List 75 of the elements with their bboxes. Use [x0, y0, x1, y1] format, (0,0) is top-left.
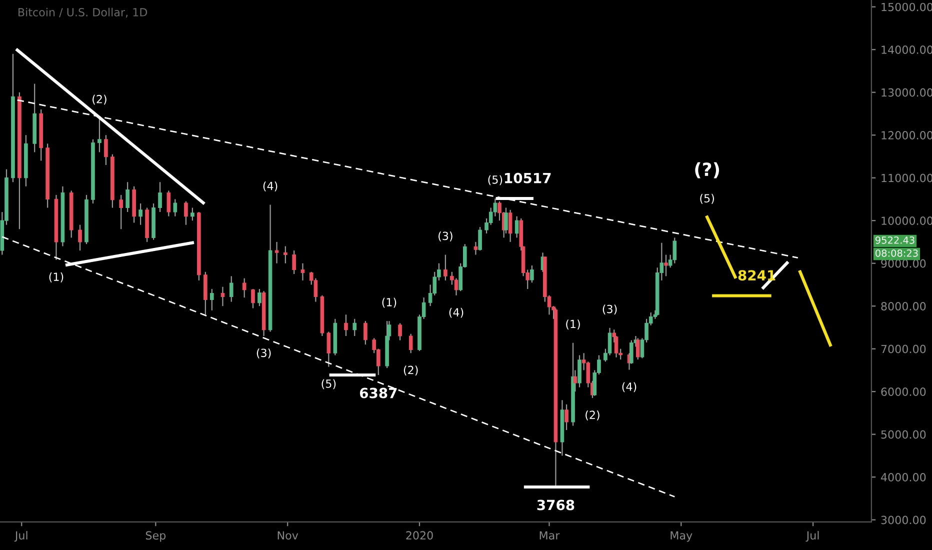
annotation: (?) [695, 162, 720, 178]
candlestick [300, 262, 305, 281]
candlestick [274, 241, 279, 264]
candlestick [98, 117, 102, 153]
annotation: (4) [622, 382, 636, 392]
candlestick [78, 224, 82, 252]
annotation: (2) [404, 366, 418, 376]
candlestick [220, 286, 225, 307]
annotation: (3) [602, 304, 617, 315]
annotation: 6387 [360, 388, 397, 398]
candlestick [184, 200, 188, 226]
candlestick [474, 241, 478, 256]
text: 9522.43 [876, 236, 914, 244]
annotation: 10517 [505, 172, 551, 184]
candlestick [292, 250, 296, 275]
candlestick [158, 182, 162, 213]
candlestick [326, 331, 331, 368]
y-tick-label: 5000.00 [881, 430, 926, 439]
annotation: 3768 [537, 500, 574, 510]
annotation: (4) [449, 308, 464, 318]
candlestick [408, 333, 413, 354]
candlestick [514, 216, 519, 238]
candlestick [229, 276, 234, 302]
candlestick [173, 198, 178, 217]
annotation: (5) [322, 379, 336, 390]
y-tick-label: 7000.00 [881, 344, 926, 354]
x-tick-label: Jul [806, 530, 819, 542]
candlestick [210, 288, 214, 311]
candlestick [508, 209, 512, 243]
x-tick-label: 2020 [406, 531, 433, 540]
x-tick-label: Nov [278, 531, 298, 540]
candlestick [578, 354, 582, 388]
candlestick [454, 278, 458, 296]
annotation: (5) [488, 175, 502, 186]
candlestick [398, 322, 402, 341]
x-tick-label: Mar [540, 531, 560, 540]
candlestick [242, 278, 246, 298]
annotation: (2) [92, 94, 106, 105]
candlestick [126, 182, 130, 213]
candlestick [364, 320, 368, 346]
candlestick [190, 207, 194, 222]
candlestick [444, 254, 448, 281]
y-tick-label: 3000.00 [881, 516, 926, 524]
annotation: (5) [700, 194, 714, 204]
annotation: (1) [566, 320, 580, 330]
x-tick-label: Sep [146, 531, 166, 542]
candlestick [478, 226, 482, 252]
annotation: (3) [438, 232, 452, 242]
annotation: (4) [263, 182, 278, 192]
y-tick-label: 8000.00 [881, 302, 926, 310]
y-tick-label: 4000.00 [880, 473, 926, 482]
text: Bitcoin / U.S. Dollar, 1D [18, 8, 148, 18]
text: 08:08:23 [876, 249, 918, 257]
annotation: (1) [382, 298, 396, 308]
candlestick [530, 264, 534, 284]
candlestick [284, 246, 288, 264]
annotation: (2) [586, 410, 600, 420]
candlestick [166, 190, 171, 217]
candlestick [258, 288, 262, 307]
annotation: (1) [49, 272, 64, 282]
candlestick [564, 404, 568, 431]
candlestick [664, 254, 668, 277]
annotation: (3) [256, 348, 271, 358]
candlestick [504, 207, 508, 234]
candlestick [344, 314, 348, 337]
candlestick [672, 237, 677, 264]
candlestick [251, 288, 255, 309]
y-tick-label: 6000.00 [881, 388, 926, 396]
candlestick [104, 134, 108, 166]
candlestick [636, 338, 640, 360]
candlestick [352, 318, 357, 337]
candlestick [119, 194, 123, 230]
x-tick-label: May [670, 531, 692, 542]
x-tick-label: Jul [14, 530, 28, 542]
candlestick [138, 202, 142, 226]
